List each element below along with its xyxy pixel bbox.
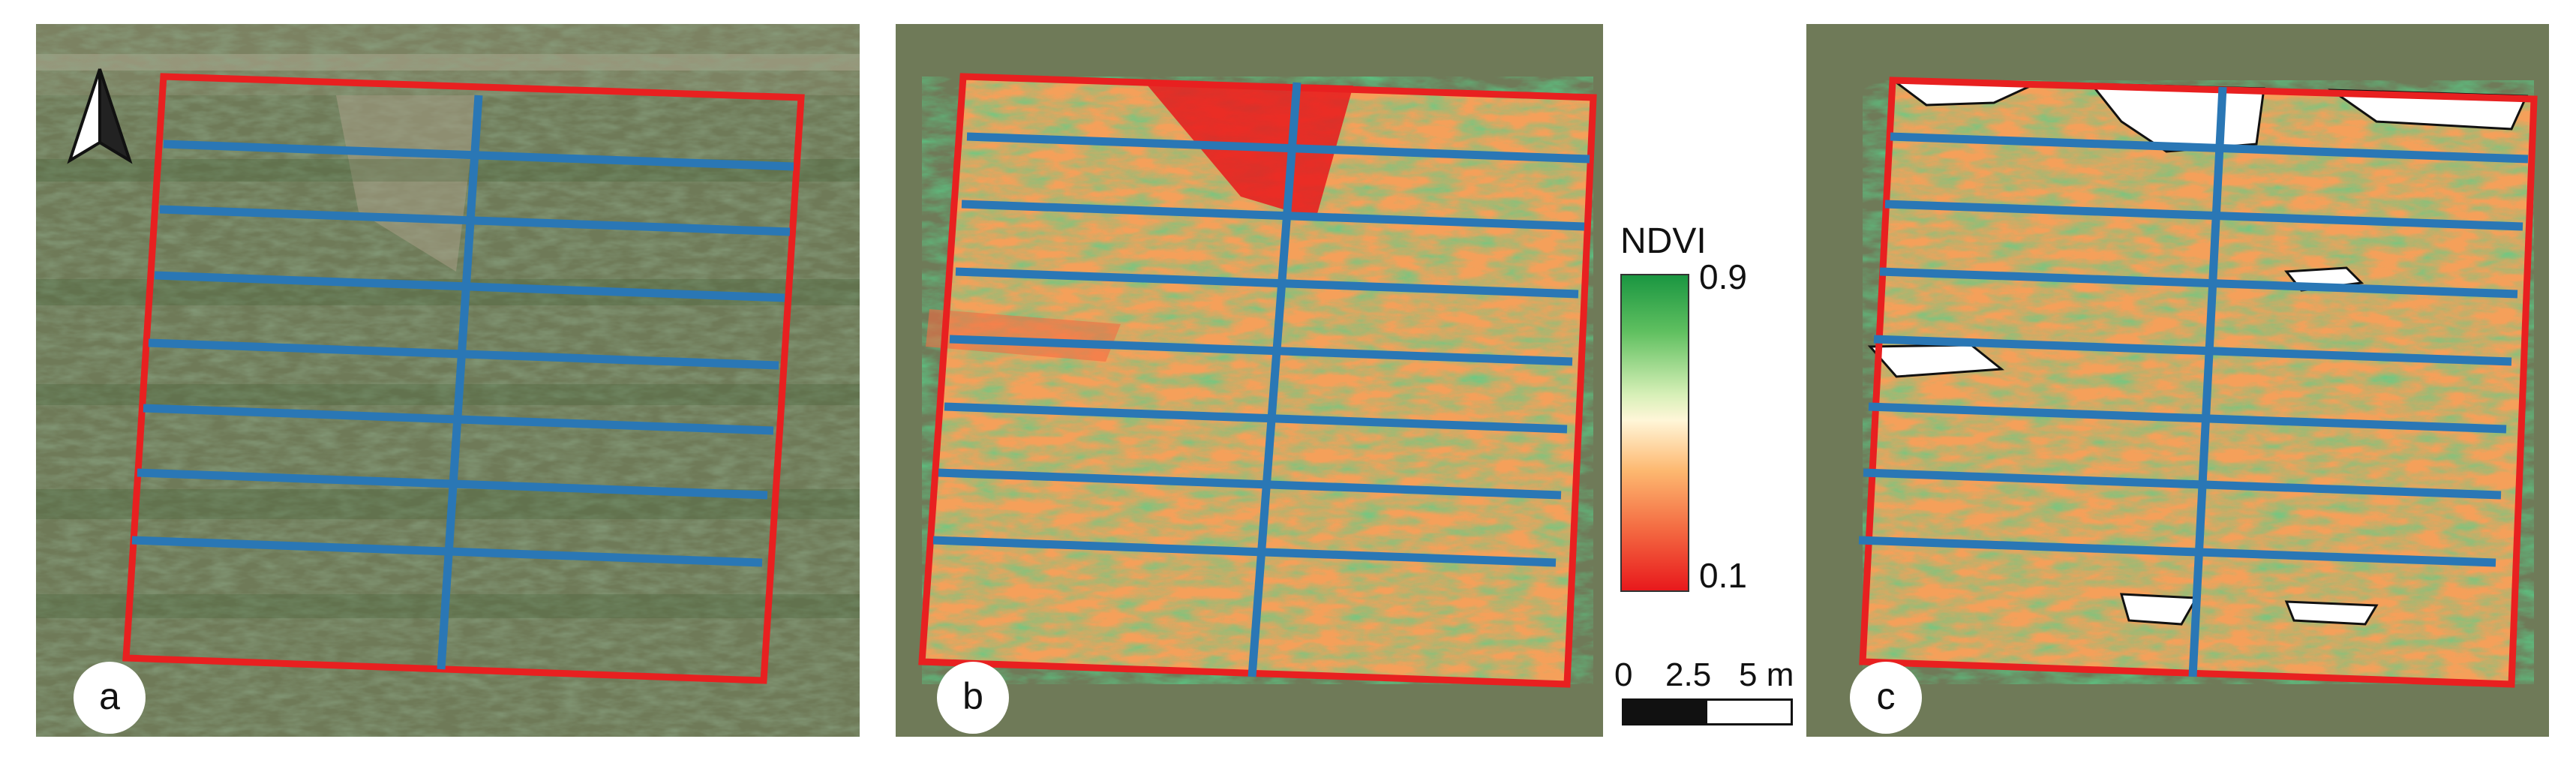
plot-boundary [1859, 77, 2538, 688]
plot-boundary [918, 73, 1597, 688]
scale-bar: 0 2.5 5 m [1613, 656, 1800, 739]
scale-tick-5: 5 m [1739, 656, 1794, 693]
transect-lines [131, 95, 794, 670]
transect-lines [932, 82, 1590, 677]
legend-min-label: 0.1 [1699, 556, 1747, 595]
panel-label-c: c [1850, 662, 1922, 734]
panel-b-ndvi-map: b [896, 24, 1603, 737]
scale-bar-graphic [1622, 698, 1793, 725]
scale-tick-2-5: 2.5 [1665, 656, 1712, 693]
panel-label-a: a [74, 662, 146, 734]
plot-boundary [122, 73, 805, 684]
panel-label-b: b [937, 662, 1009, 734]
scale-tick-0: 0 [1614, 656, 1633, 693]
panel-a-rgb-image: a [36, 24, 860, 737]
ndvi-legend: NDVI 0.9 0.1 [1613, 173, 1800, 595]
north-arrow-icon [67, 68, 133, 164]
masked-ndvi-image [1806, 24, 2549, 737]
transect-lines [1858, 86, 2529, 677]
panel-c-masked-ndvi-map: c [1806, 24, 2549, 737]
rgb-image [36, 24, 860, 737]
legend-max-label: 0.9 [1699, 257, 1747, 296]
legend-title: NDVI [1620, 221, 1707, 261]
legend-color-ramp [1620, 274, 1689, 592]
ndvi-image [896, 24, 1603, 737]
